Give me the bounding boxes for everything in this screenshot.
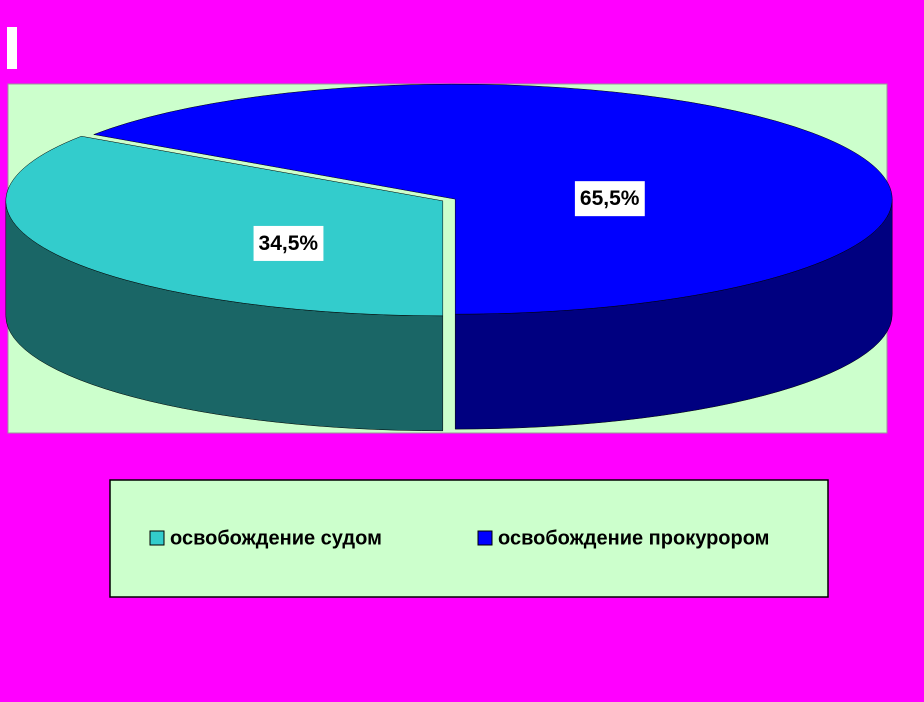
data-label-bg <box>574 181 645 217</box>
data-label: 65,5% <box>580 187 640 210</box>
pie: 34,5% 65,5% <box>5 83 893 432</box>
slice <box>92 83 893 315</box>
data-label-bg <box>253 225 324 261</box>
legend-marker <box>149 530 165 546</box>
legend-marker <box>477 530 493 546</box>
data-label: 34,5% <box>259 232 319 255</box>
title-marker <box>7 27 17 69</box>
legend-box <box>109 479 829 598</box>
slice <box>5 135 444 317</box>
legend: освобождение судом освобождение прокуроро… <box>149 527 769 549</box>
legend-label: освобождение судом <box>170 527 382 549</box>
legend-label: освобождение прокурором <box>498 527 769 549</box>
